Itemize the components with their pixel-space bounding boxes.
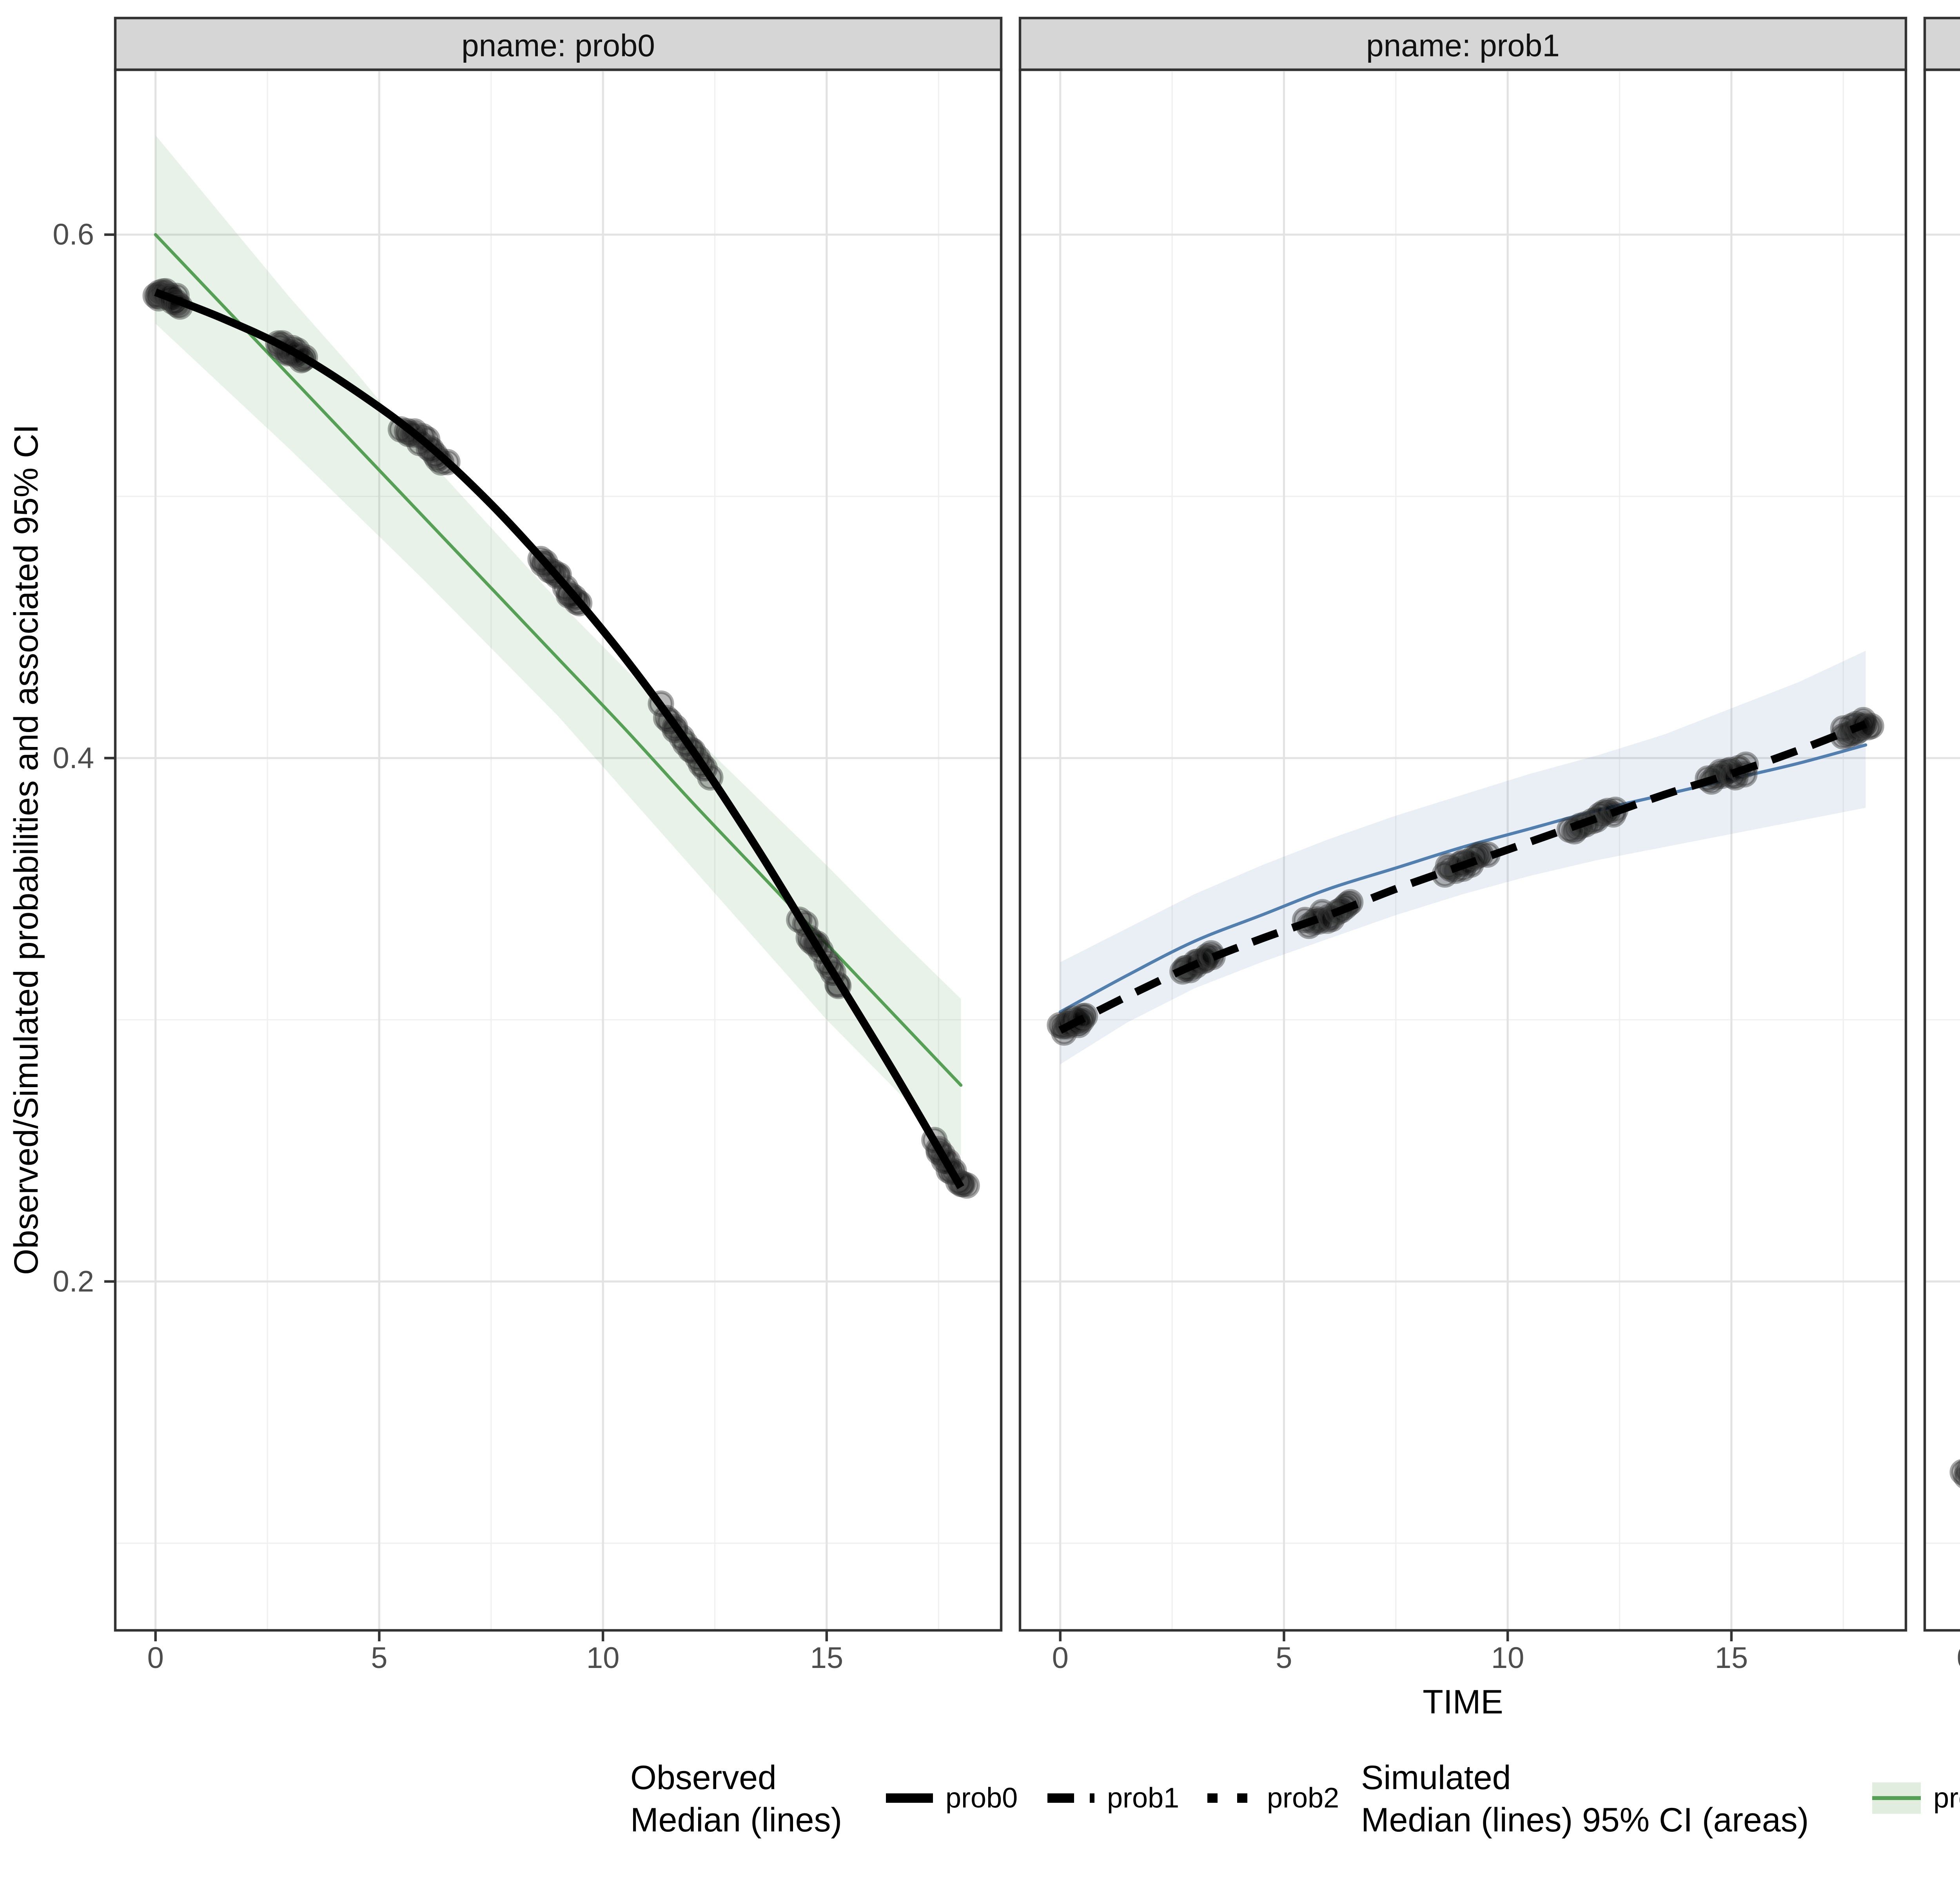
- observed-median-line: [154, 288, 964, 1189]
- facet-panel-prob0: pname: prob0 0 5 10 15: [114, 16, 1003, 1675]
- data-point: [1953, 1465, 1960, 1488]
- legend-label-observed-prob2: prob2: [1267, 1782, 1339, 1814]
- x-tick-label: 15: [810, 1641, 844, 1675]
- x-tick-label: 5: [371, 1641, 387, 1675]
- x-tick-label: 0: [147, 1641, 164, 1675]
- y-axis-title: Observed/Simulated probabilities and ass…: [7, 424, 45, 1275]
- x-tick-label: 5: [1276, 1641, 1292, 1675]
- panel-strip: [114, 16, 1003, 71]
- panel-strip-label: pname: prob1: [1366, 28, 1560, 63]
- x-tick-label: 15: [1715, 1641, 1748, 1675]
- data-point: [1949, 1459, 1960, 1485]
- legend-label-simulated-prob0: prob0: [1933, 1782, 1960, 1814]
- legend-simulated-title-line2: Median (lines) 95% CI (areas): [1361, 1801, 1809, 1839]
- legend-observed-title-line1: Observed: [630, 1759, 777, 1797]
- simulated-median-line: [154, 233, 963, 1087]
- legend-observed-title-line2: Median (lines): [630, 1801, 842, 1839]
- x-axis-title: TIME: [1423, 1683, 1503, 1721]
- y-tick-label: 0.6: [53, 218, 94, 251]
- panel-strip-label: pname: prob0: [461, 28, 655, 63]
- data-point: [1954, 1460, 1960, 1482]
- x-tick-label: 10: [586, 1641, 620, 1675]
- x-tick-label: 10: [1491, 1641, 1524, 1675]
- facet-panel-prob1: pname: prob1 0 5 10 15: [1018, 16, 1907, 1675]
- legend-label-observed-prob1: prob1: [1107, 1782, 1179, 1814]
- legend-label-observed-prob0: prob0: [946, 1782, 1018, 1814]
- simulated-ci-ribbon: [155, 135, 961, 1156]
- x-tick-label: 0: [1052, 1641, 1069, 1675]
- panel-border: [1923, 68, 1960, 1632]
- panel-strip: [1923, 16, 1960, 71]
- observed-points: [1949, 1459, 1960, 1488]
- x-tick-label: 0: [1957, 1641, 1960, 1675]
- legend: Observed Median (lines) prob0 prob1 prob2 Sim…: [630, 1759, 1960, 1839]
- legend-simulated-title-line1: Simulated: [1361, 1759, 1511, 1797]
- simulated-ci-ribbon: [1060, 651, 1866, 1064]
- y-tick-label: 0.4: [53, 741, 94, 775]
- observed-median-line: [1058, 720, 1867, 1034]
- panel-border: [1018, 68, 1907, 1632]
- simulated-median-line: [1058, 743, 1867, 1014]
- panel-border: [114, 68, 1003, 1632]
- facet-panel-prob2: pname: prob2051015: [1923, 16, 1960, 1675]
- y-tick-label: 0.2: [53, 1265, 94, 1298]
